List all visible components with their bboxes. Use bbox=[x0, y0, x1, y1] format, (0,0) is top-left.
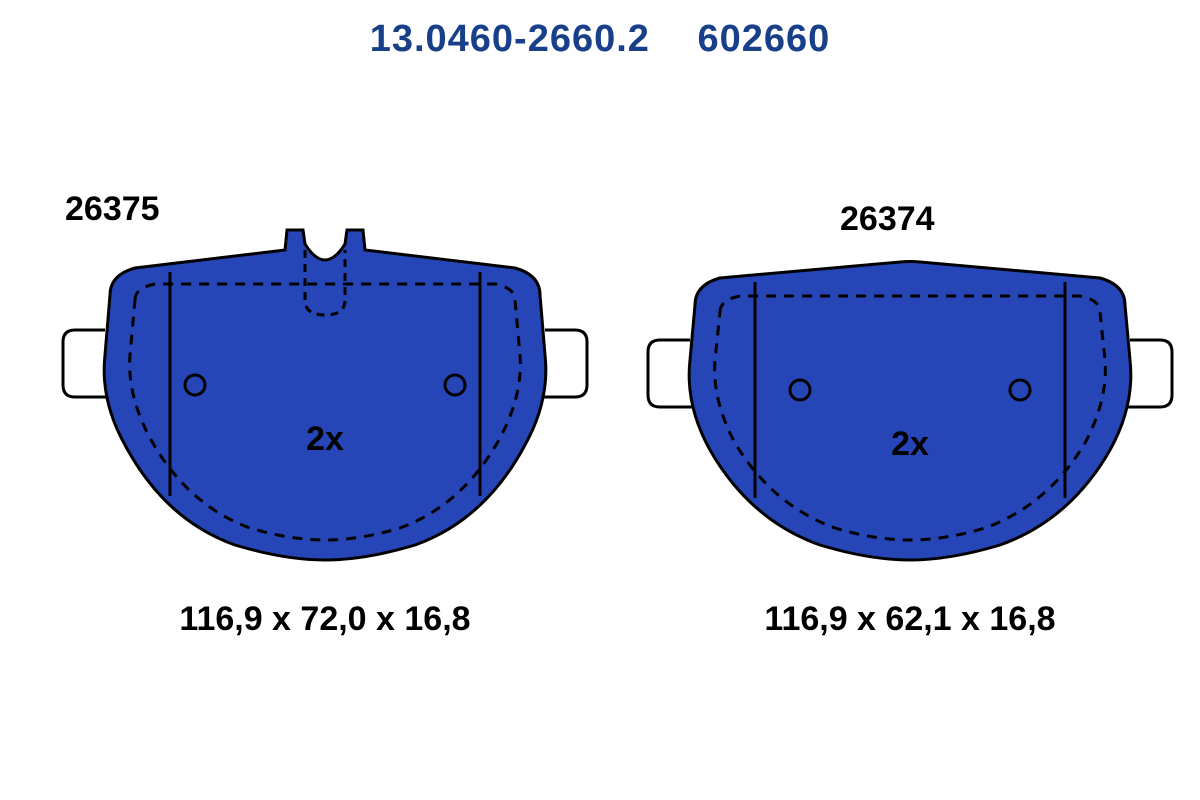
qty-right: 2x bbox=[891, 425, 929, 463]
brake-pad-right: 26374 2x 116,9 x 62,1 x 16,8 bbox=[640, 200, 1180, 585]
part-ref-right: 26374 bbox=[840, 200, 935, 239]
part-number: 13.0460-2660.2 bbox=[370, 18, 650, 60]
diagram-area: 26375 2x 116,9 x 72,0 x 16,8 26374 bbox=[0, 160, 1200, 720]
brake-pad-left-svg: 2x bbox=[55, 200, 595, 580]
qty-left: 2x bbox=[306, 420, 344, 458]
ref-number: 602660 bbox=[698, 18, 831, 60]
dims-left: 116,9 x 72,0 x 16,8 bbox=[55, 600, 595, 639]
header: 13.0460-2660.2 602660 bbox=[0, 0, 1200, 61]
brake-pad-right-svg: 2x bbox=[640, 200, 1180, 580]
dims-right: 116,9 x 62,1 x 16,8 bbox=[640, 600, 1180, 639]
brake-pad-left: 26375 2x 116,9 x 72,0 x 16,8 bbox=[55, 200, 595, 585]
part-ref-left: 26375 bbox=[65, 190, 160, 229]
